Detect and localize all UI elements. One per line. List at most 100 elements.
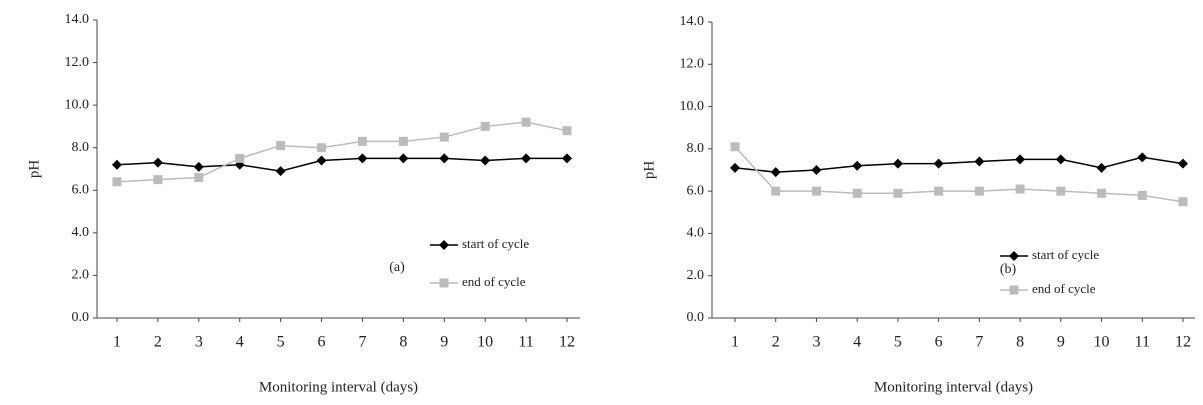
- data-point: [1015, 184, 1025, 194]
- x-tick-label: 2: [154, 334, 162, 351]
- data-point: [1097, 188, 1107, 198]
- x-tick-label: 11: [518, 334, 533, 351]
- x-tick-label: 3: [812, 334, 820, 351]
- legend-marker: [1009, 285, 1019, 295]
- y-tick-label: 12.0: [680, 57, 705, 72]
- data-point: [194, 173, 204, 183]
- y-tick-label: 8.0: [72, 140, 90, 155]
- data-point: [275, 166, 286, 177]
- data-point: [562, 126, 572, 136]
- data-point: [317, 143, 327, 153]
- data-point: [316, 155, 327, 166]
- data-point: [852, 160, 863, 171]
- data-point: [811, 186, 821, 196]
- data-point: [439, 153, 450, 164]
- data-point: [974, 186, 984, 196]
- x-tick-label: 12: [1175, 334, 1191, 351]
- legend-label: end of cycle: [1032, 281, 1096, 296]
- x-tick-label: 3: [195, 334, 203, 351]
- x-tick-label: 7: [975, 334, 983, 351]
- data-point: [439, 132, 449, 142]
- data-point: [730, 162, 740, 173]
- y-tick-label: 14.0: [680, 14, 705, 29]
- x-axis-title: Monitoring interval (days): [259, 379, 418, 395]
- data-point: [1096, 162, 1107, 173]
- data-point: [398, 153, 409, 164]
- x-axis-title: Monitoring interval (days): [874, 379, 1033, 395]
- data-point: [1137, 152, 1148, 163]
- data-point: [1178, 158, 1188, 169]
- y-axis-title: pH: [641, 161, 657, 180]
- legend-label: end of cycle: [462, 274, 526, 289]
- data-point: [1056, 186, 1066, 196]
- series-line: [116, 121, 568, 183]
- data-point: [521, 117, 531, 127]
- data-point: [934, 186, 944, 196]
- x-tick-label: 4: [853, 334, 861, 351]
- y-tick-label: 14.0: [65, 12, 90, 27]
- x-tick-label: 8: [399, 334, 407, 351]
- data-point: [730, 142, 740, 152]
- y-tick-label: 0.0: [687, 310, 705, 325]
- y-axis-title: pH: [26, 160, 42, 179]
- data-point: [235, 153, 245, 163]
- data-point: [480, 155, 491, 166]
- x-tick-label: 6: [935, 334, 943, 351]
- series-line: [116, 157, 567, 172]
- x-tick-label: 2: [772, 334, 780, 351]
- x-tick-label: 9: [440, 334, 448, 351]
- data-point: [771, 186, 781, 196]
- y-tick-label: 4.0: [72, 225, 90, 240]
- y-tick-label: 10.0: [65, 97, 90, 112]
- data-point: [562, 153, 572, 164]
- annotation: (b): [1000, 262, 1017, 277]
- data-point: [974, 156, 985, 167]
- data-point: [770, 167, 781, 178]
- y-tick-label: 6.0: [687, 183, 705, 198]
- x-tick-label: 4: [236, 334, 244, 351]
- x-tick-label: 9: [1057, 334, 1065, 351]
- x-tick-label: 5: [277, 334, 285, 351]
- data-point: [357, 136, 367, 146]
- data-point: [1178, 197, 1188, 207]
- data-point: [153, 175, 163, 185]
- y-tick-label: 8.0: [687, 141, 705, 156]
- x-tick-label: 7: [358, 334, 366, 351]
- x-tick-label: 10: [1094, 334, 1110, 351]
- data-point: [357, 153, 368, 164]
- data-point: [480, 121, 490, 131]
- data-point: [933, 158, 944, 169]
- x-tick-label: 10: [477, 334, 493, 351]
- data-point: [1055, 154, 1066, 165]
- x-tick-label: 6: [318, 334, 326, 351]
- series-line: [734, 146, 1184, 203]
- y-tick-label: 4.0: [687, 226, 705, 241]
- x-tick-label: 1: [113, 334, 121, 351]
- y-tick-label: 6.0: [72, 183, 90, 198]
- data-point: [1015, 154, 1026, 165]
- data-point: [398, 136, 408, 146]
- data-point: [193, 161, 204, 172]
- data-point: [152, 157, 163, 168]
- x-tick-label: 8: [1016, 334, 1024, 351]
- data-point: [893, 188, 903, 198]
- legend-marker: [439, 240, 449, 250]
- x-tick-label: 1: [731, 334, 739, 351]
- data-point: [811, 165, 822, 175]
- series-line: [734, 156, 1184, 173]
- data-point: [892, 158, 903, 169]
- y-tick-label: 12.0: [65, 55, 90, 70]
- y-tick-label: 10.0: [680, 99, 705, 114]
- data-point: [1137, 190, 1147, 200]
- x-tick-label: 11: [1135, 334, 1150, 351]
- legend-label: start of cycle: [1032, 247, 1099, 262]
- x-tick-label: 12: [559, 334, 575, 351]
- annotation: (a): [389, 260, 405, 275]
- data-point: [852, 188, 862, 198]
- legend-marker: [439, 278, 449, 288]
- y-tick-label: 0.0: [72, 310, 90, 325]
- y-tick-label: 2.0: [687, 268, 705, 283]
- legend-label: start of cycle: [462, 236, 529, 251]
- data-point: [521, 153, 532, 164]
